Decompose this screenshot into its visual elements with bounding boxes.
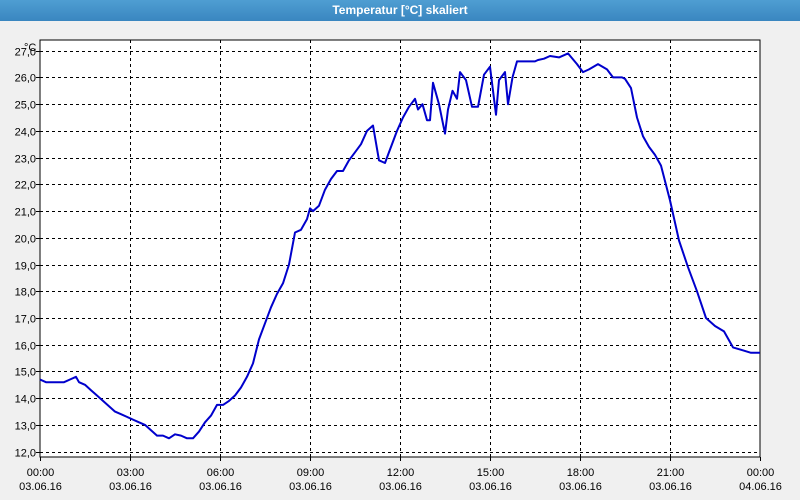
x-tick-date-label: 03.06.16 (559, 481, 602, 493)
x-axis-ticks: 00:00 03.06.16 03:00 03.06.16 06:00 03.06.16 0… (19, 457, 782, 493)
y-tick-label: 27,0 (15, 47, 36, 59)
x-tick-date-label: 03.06.16 (649, 481, 692, 493)
x-tick-time-label: 09:00 (297, 467, 325, 479)
y-tick-label: 13,0 (15, 421, 36, 433)
y-tick-label: 24,0 (15, 127, 36, 139)
y-tick-label: 26,0 (15, 73, 36, 85)
plot-area (39, 39, 761, 458)
y-tick-label: 20,0 (15, 234, 36, 246)
y-tick-label: 22,0 (15, 180, 36, 192)
chart-title: Temperatur [°C] skaliert (0, 0, 800, 21)
y-tick-label: 25,0 (15, 100, 36, 112)
y-tick-label: 16,0 (15, 341, 36, 353)
x-tick-date-label: 03.06.16 (289, 481, 332, 493)
x-tick-date-label: 03.06.16 (199, 481, 242, 493)
y-tick-label: 23,0 (15, 154, 36, 166)
y-tick-label: 19,0 (15, 261, 36, 273)
x-tick-time-label: 15:00 (477, 467, 505, 479)
y-tick-label: 21,0 (15, 207, 36, 219)
x-tick-time-label: 03:00 (117, 467, 145, 479)
x-tick-date-label: 03.06.16 (379, 481, 422, 493)
x-tick-date-label: 04.06.16 (739, 481, 782, 493)
x-tick-time-label: 00:00 (747, 467, 775, 479)
y-tick-label: 12,0 (15, 448, 36, 460)
y-tick-label: 15,0 (15, 367, 36, 379)
x-tick-date-label: 03.06.16 (109, 481, 152, 493)
x-tick-date-label: 03.06.16 (19, 481, 62, 493)
grid-lines (40, 40, 760, 457)
y-axis-ticks: 12,0 13,0 14,0 15,0 16,0 17,0 18,0 19,0 20,0 21,0… (15, 47, 40, 460)
x-tick-time-label: 12:00 (387, 467, 415, 479)
x-tick-time-label: 21:00 (657, 467, 685, 479)
x-tick-time-label: 00:00 (27, 467, 55, 479)
y-tick-label: 14,0 (15, 394, 36, 406)
y-tick-label: 17,0 (15, 314, 36, 326)
x-tick-date-label: 03.06.16 (469, 481, 512, 493)
x-tick-time-label: 06:00 (207, 467, 235, 479)
x-tick-time-label: 18:00 (567, 467, 595, 479)
temperature-series-line (39, 52, 760, 440)
y-axis-unit-label: °C (24, 42, 36, 54)
y-tick-label: 18,0 (15, 287, 36, 299)
series-group (39, 52, 760, 440)
temperature-chart: 12,0 13,0 14,0 15,0 16,0 17,0 18,0 19,0 20,0 21,0… (15, 39, 782, 493)
